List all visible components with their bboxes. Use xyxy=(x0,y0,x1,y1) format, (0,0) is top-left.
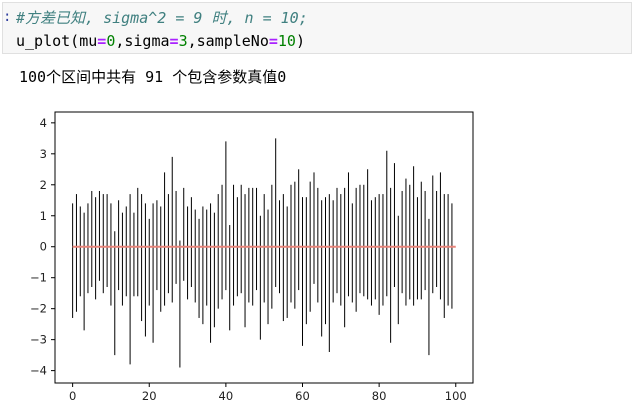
cell-prompt: : xyxy=(3,9,12,25)
y-tick-label: 0 xyxy=(40,240,47,254)
code-paren: ) xyxy=(295,32,305,50)
y-tick-label: −1 xyxy=(30,271,47,285)
x-tick-label: 100 xyxy=(445,389,467,403)
x-tick-label: 40 xyxy=(219,389,234,403)
code-number: 0 xyxy=(106,32,116,50)
code-number: 10 xyxy=(277,32,296,50)
code-comment-line[interactable]: #方差已知, sigma^2 = 9 时, n = 10; xyxy=(16,9,308,27)
code-op: = xyxy=(97,32,107,50)
code-arg: ,sigma xyxy=(115,32,170,50)
code-number: 3 xyxy=(178,32,188,50)
y-tick-label: 2 xyxy=(40,178,47,192)
code-func: u_plot(mu xyxy=(16,32,98,50)
y-tick-label: −2 xyxy=(30,302,47,316)
y-tick-label: 1 xyxy=(40,209,47,223)
cell-output-text: 100个区间中共有 91 个包含参数真值0 xyxy=(19,68,287,86)
y-tick-label: 4 xyxy=(40,116,47,130)
y-tick-label: −3 xyxy=(30,333,47,347)
y-tick-label: 3 xyxy=(40,147,47,161)
code-op: = xyxy=(169,32,179,50)
x-tick-label: 20 xyxy=(142,389,157,403)
interval-plot: 0 20 40 60 80 100 −4 −3 −2 −1 0 1 2 3 4 xyxy=(30,111,474,403)
code-arg: ,sampleNo xyxy=(187,32,269,50)
x-tick-label: 0 xyxy=(69,389,76,403)
x-tick-label: 80 xyxy=(372,389,387,403)
code-call-line[interactable]: u_plot(mu=0,sigma=3,sampleNo=10) xyxy=(16,31,305,51)
code-cell[interactable]: : #方差已知, sigma^2 = 9 时, n = 10; u_plot(m… xyxy=(2,2,632,54)
x-tick-label: 60 xyxy=(295,389,310,403)
y-tick-label: −4 xyxy=(30,364,47,378)
code-op: = xyxy=(268,32,278,50)
plot-frame xyxy=(54,111,474,384)
